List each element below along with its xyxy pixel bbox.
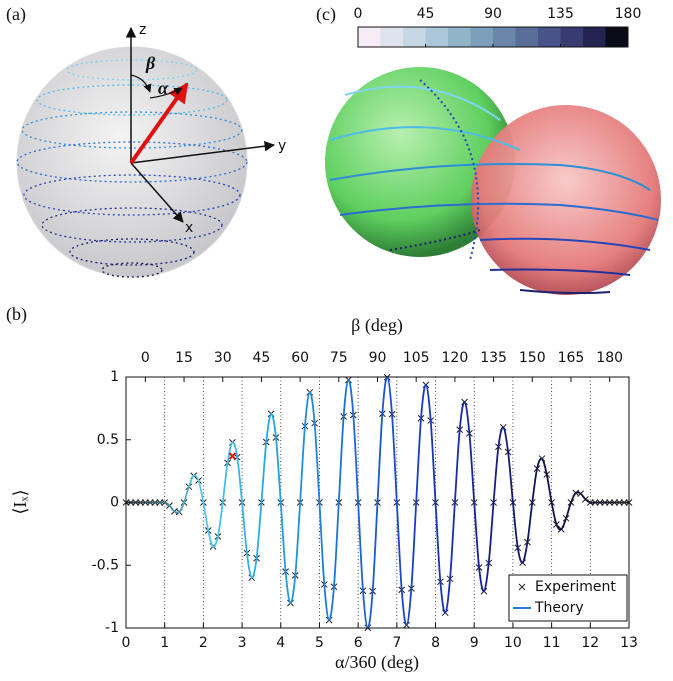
x-tick-label: 10 — [504, 635, 522, 651]
y-tick-label: -1 — [105, 620, 119, 636]
highlight-point — [228, 452, 237, 460]
panel-c: (c) 0 45 90 135 180 — [316, 4, 661, 295]
panel-label: (a) — [6, 4, 26, 25]
beta-arc — [130, 74, 152, 93]
top-tick-label: 45 — [253, 350, 271, 366]
x-axis-title: α/360 (deg) — [335, 652, 419, 673]
x-tick-label: 4 — [276, 635, 285, 651]
colorbar-tick-label: 45 — [417, 6, 435, 22]
top-tick-label: 165 — [558, 350, 585, 366]
x-tick-label: 0 — [122, 635, 131, 651]
top-axis-title: β (deg) — [351, 315, 403, 336]
top-tick-label: 90 — [369, 350, 387, 366]
x-tick-label: 7 — [392, 635, 401, 651]
legend-box — [508, 574, 628, 622]
colorbar-cell — [403, 27, 426, 47]
y-tick-label: 0 — [110, 495, 119, 511]
x-tick-label: 2 — [199, 635, 208, 651]
colorbar-cell — [583, 27, 606, 47]
panel-a: (a) z y x β α — [6, 4, 286, 278]
colorbar: 0 45 90 135 180 — [354, 6, 642, 48]
top-tick-label: 30 — [214, 350, 232, 366]
top-tick-label: 15 — [175, 350, 193, 366]
top-tick-label: 150 — [519, 350, 546, 366]
colorbar-cell — [515, 27, 539, 47]
y-tick-label: -0.5 — [92, 557, 119, 573]
angle-label: β — [145, 53, 156, 73]
top-tick-label: 120 — [442, 350, 469, 366]
top-tick-label: 135 — [480, 350, 507, 366]
y-axis — [130, 140, 276, 164]
axis-label: z — [139, 22, 146, 38]
legend-marker — [518, 583, 526, 591]
top-tick-label: 0 — [141, 350, 150, 366]
top-tick-label: 180 — [596, 350, 623, 366]
colorbar-cell — [358, 27, 381, 47]
x-tick-label: 5 — [315, 635, 324, 651]
x-axis — [130, 162, 184, 223]
x-tick-label: 12 — [581, 635, 599, 651]
x-tick-label: 9 — [470, 635, 479, 651]
x-tick-label: 3 — [238, 635, 247, 651]
theory-line — [125, 376, 629, 629]
trajectory-lines — [329, 79, 659, 295]
legend-label: Theory — [534, 600, 584, 616]
legend-label: Experiment — [535, 579, 616, 595]
x-tick-label: 1 — [160, 635, 169, 651]
panel-label: (c) — [316, 4, 336, 25]
x-tick-label: 13 — [620, 635, 638, 651]
green-sphere — [325, 67, 515, 257]
colorbar-tick-label: 90 — [484, 6, 502, 22]
colorbar-cell — [425, 27, 449, 47]
colorbar-cell — [605, 27, 629, 47]
x-tick-label: 6 — [354, 635, 363, 651]
colorbar-tick-label: 135 — [547, 6, 574, 22]
colorbar-cell — [560, 27, 584, 47]
panel-label: (b) — [6, 304, 27, 325]
x-tick-label: 8 — [431, 635, 440, 651]
y-tick-label: 1 — [110, 369, 119, 385]
latitude-lines — [16, 59, 248, 278]
axis-label: x — [185, 220, 193, 236]
colorbar-tick-label: 180 — [615, 6, 642, 22]
top-tick-label: 75 — [330, 350, 348, 366]
colorbar-cell — [538, 27, 561, 47]
alpha-arc — [149, 87, 183, 99]
angle-label: α — [158, 78, 169, 98]
colorbar-cell — [470, 27, 494, 47]
top-tick-label: 60 — [291, 350, 309, 366]
axis-label: y — [278, 138, 286, 154]
top-tick-label: 105 — [403, 350, 430, 366]
plot-frame — [125, 376, 630, 629]
y-axis-title: ⟨Iₓ⟩ — [10, 489, 30, 514]
colorbar-cell — [448, 27, 471, 47]
red-sphere — [471, 105, 661, 295]
x-tick-label: 11 — [543, 635, 561, 651]
colorbar-tick-label: 0 — [354, 6, 363, 22]
colorbar-cell — [380, 27, 404, 47]
spin-vector — [129, 82, 189, 165]
colorbar-cell — [493, 27, 516, 47]
y-tick-label: 0.5 — [97, 432, 119, 448]
